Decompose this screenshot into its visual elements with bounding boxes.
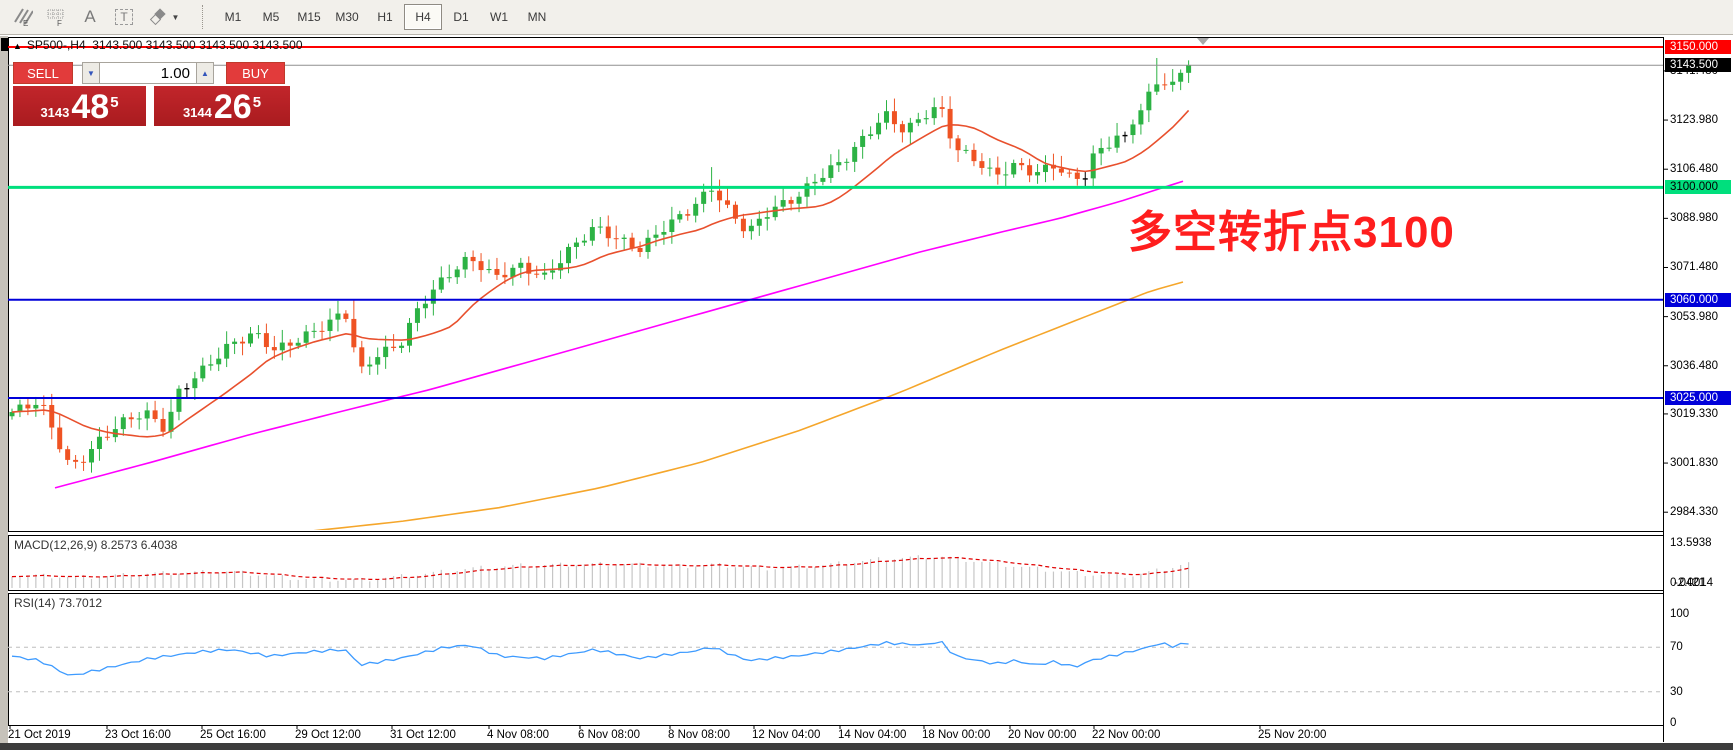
toolbar-separator — [202, 5, 204, 29]
chart-annotation-text: 多空转折点3100 — [1128, 208, 1455, 257]
timeframe-button-d1[interactable]: D1 — [453, 10, 469, 24]
shapes-icon[interactable]: ▼ — [142, 3, 186, 31]
timeframe-button-h4[interactable]: H4 — [404, 4, 442, 30]
buy-price-box[interactable]: 3144 26 5 — [154, 86, 290, 126]
macd-axis-max: 13.5938 — [1670, 537, 1712, 549]
symbol-marker-icon: ▲ — [13, 41, 22, 51]
timeframe-button-m15[interactable]: M15 — [297, 10, 321, 24]
svg-text:F: F — [57, 19, 62, 27]
timeframe-button-m30[interactable]: M30 — [335, 10, 359, 24]
chart-title: ▲ SP500-,H4 3143.500 3143.500 3143.500 31… — [13, 38, 303, 52]
sell-price-big: 48 — [71, 88, 110, 126]
chart-svg — [1, 37, 1668, 742]
buy-price-big: 26 — [213, 88, 252, 126]
volume-increase-button[interactable]: ▲ — [196, 62, 214, 84]
buy-button[interactable]: BUY — [226, 62, 285, 84]
sell-price-stem: 3143 — [40, 105, 70, 120]
timeframe-button-mn[interactable]: MN — [527, 10, 547, 24]
timeframe-button-h1[interactable]: H1 — [377, 10, 393, 24]
macd-values: 8.2573 6.4038 — [100, 538, 178, 552]
elliott-tools-icon[interactable]: E — [6, 3, 38, 31]
macd-indicator-label: MACD(12,26,9) 8.2573 6.4038 — [14, 538, 178, 552]
horizontal-scrollbar[interactable] — [0, 743, 1733, 750]
buy-price-sup: 5 — [252, 94, 262, 111]
timeframe-button-m1[interactable]: M1 — [224, 10, 242, 24]
timeframe-button-w1[interactable]: W1 — [490, 10, 508, 24]
toolbar: E F A T ▼ M1 M5 M15 M30 H1 H4 D1 W1 MN — [0, 0, 1733, 35]
timeframe-button-m5[interactable]: M5 — [262, 10, 280, 24]
window-left-gutter — [0, 36, 8, 750]
rsi-indicator-label: RSI(14) 73.7012 — [14, 596, 103, 610]
text-label-icon[interactable]: T — [108, 3, 140, 31]
macd-axis-min-b: -2.0014 — [1674, 577, 1714, 589]
macd-axis-min-a: 0.0421 — [1670, 577, 1706, 589]
fibonacci-grid-icon[interactable]: F — [40, 3, 72, 31]
text-icon[interactable]: A — [84, 7, 96, 26]
svg-text:E: E — [23, 19, 28, 27]
sell-button[interactable]: SELL — [13, 62, 73, 84]
chart-canvas[interactable]: ▲ SP500-,H4 3143.500 3143.500 3143.500 31… — [0, 36, 1733, 750]
shapes-dropdown-arrow-icon[interactable]: ▼ — [171, 12, 180, 22]
timeframe-group: M1 M5 M15 M30 H1 H4 D1 W1 MN — [214, 4, 556, 30]
ohlc-quotes: 3143.500 3143.500 3143.500 3143.500 — [92, 38, 303, 52]
volume-input[interactable] — [100, 62, 196, 84]
volume-decrease-button[interactable]: ▼ — [82, 62, 100, 84]
sell-price-box[interactable]: 3143 48 5 — [13, 86, 146, 126]
rsi-value: 73.7012 — [58, 596, 103, 610]
buy-price-stem: 3144 — [182, 105, 212, 120]
sell-price-sup: 5 — [110, 94, 119, 111]
symbol-period: SP500-,H4 — [26, 38, 86, 52]
